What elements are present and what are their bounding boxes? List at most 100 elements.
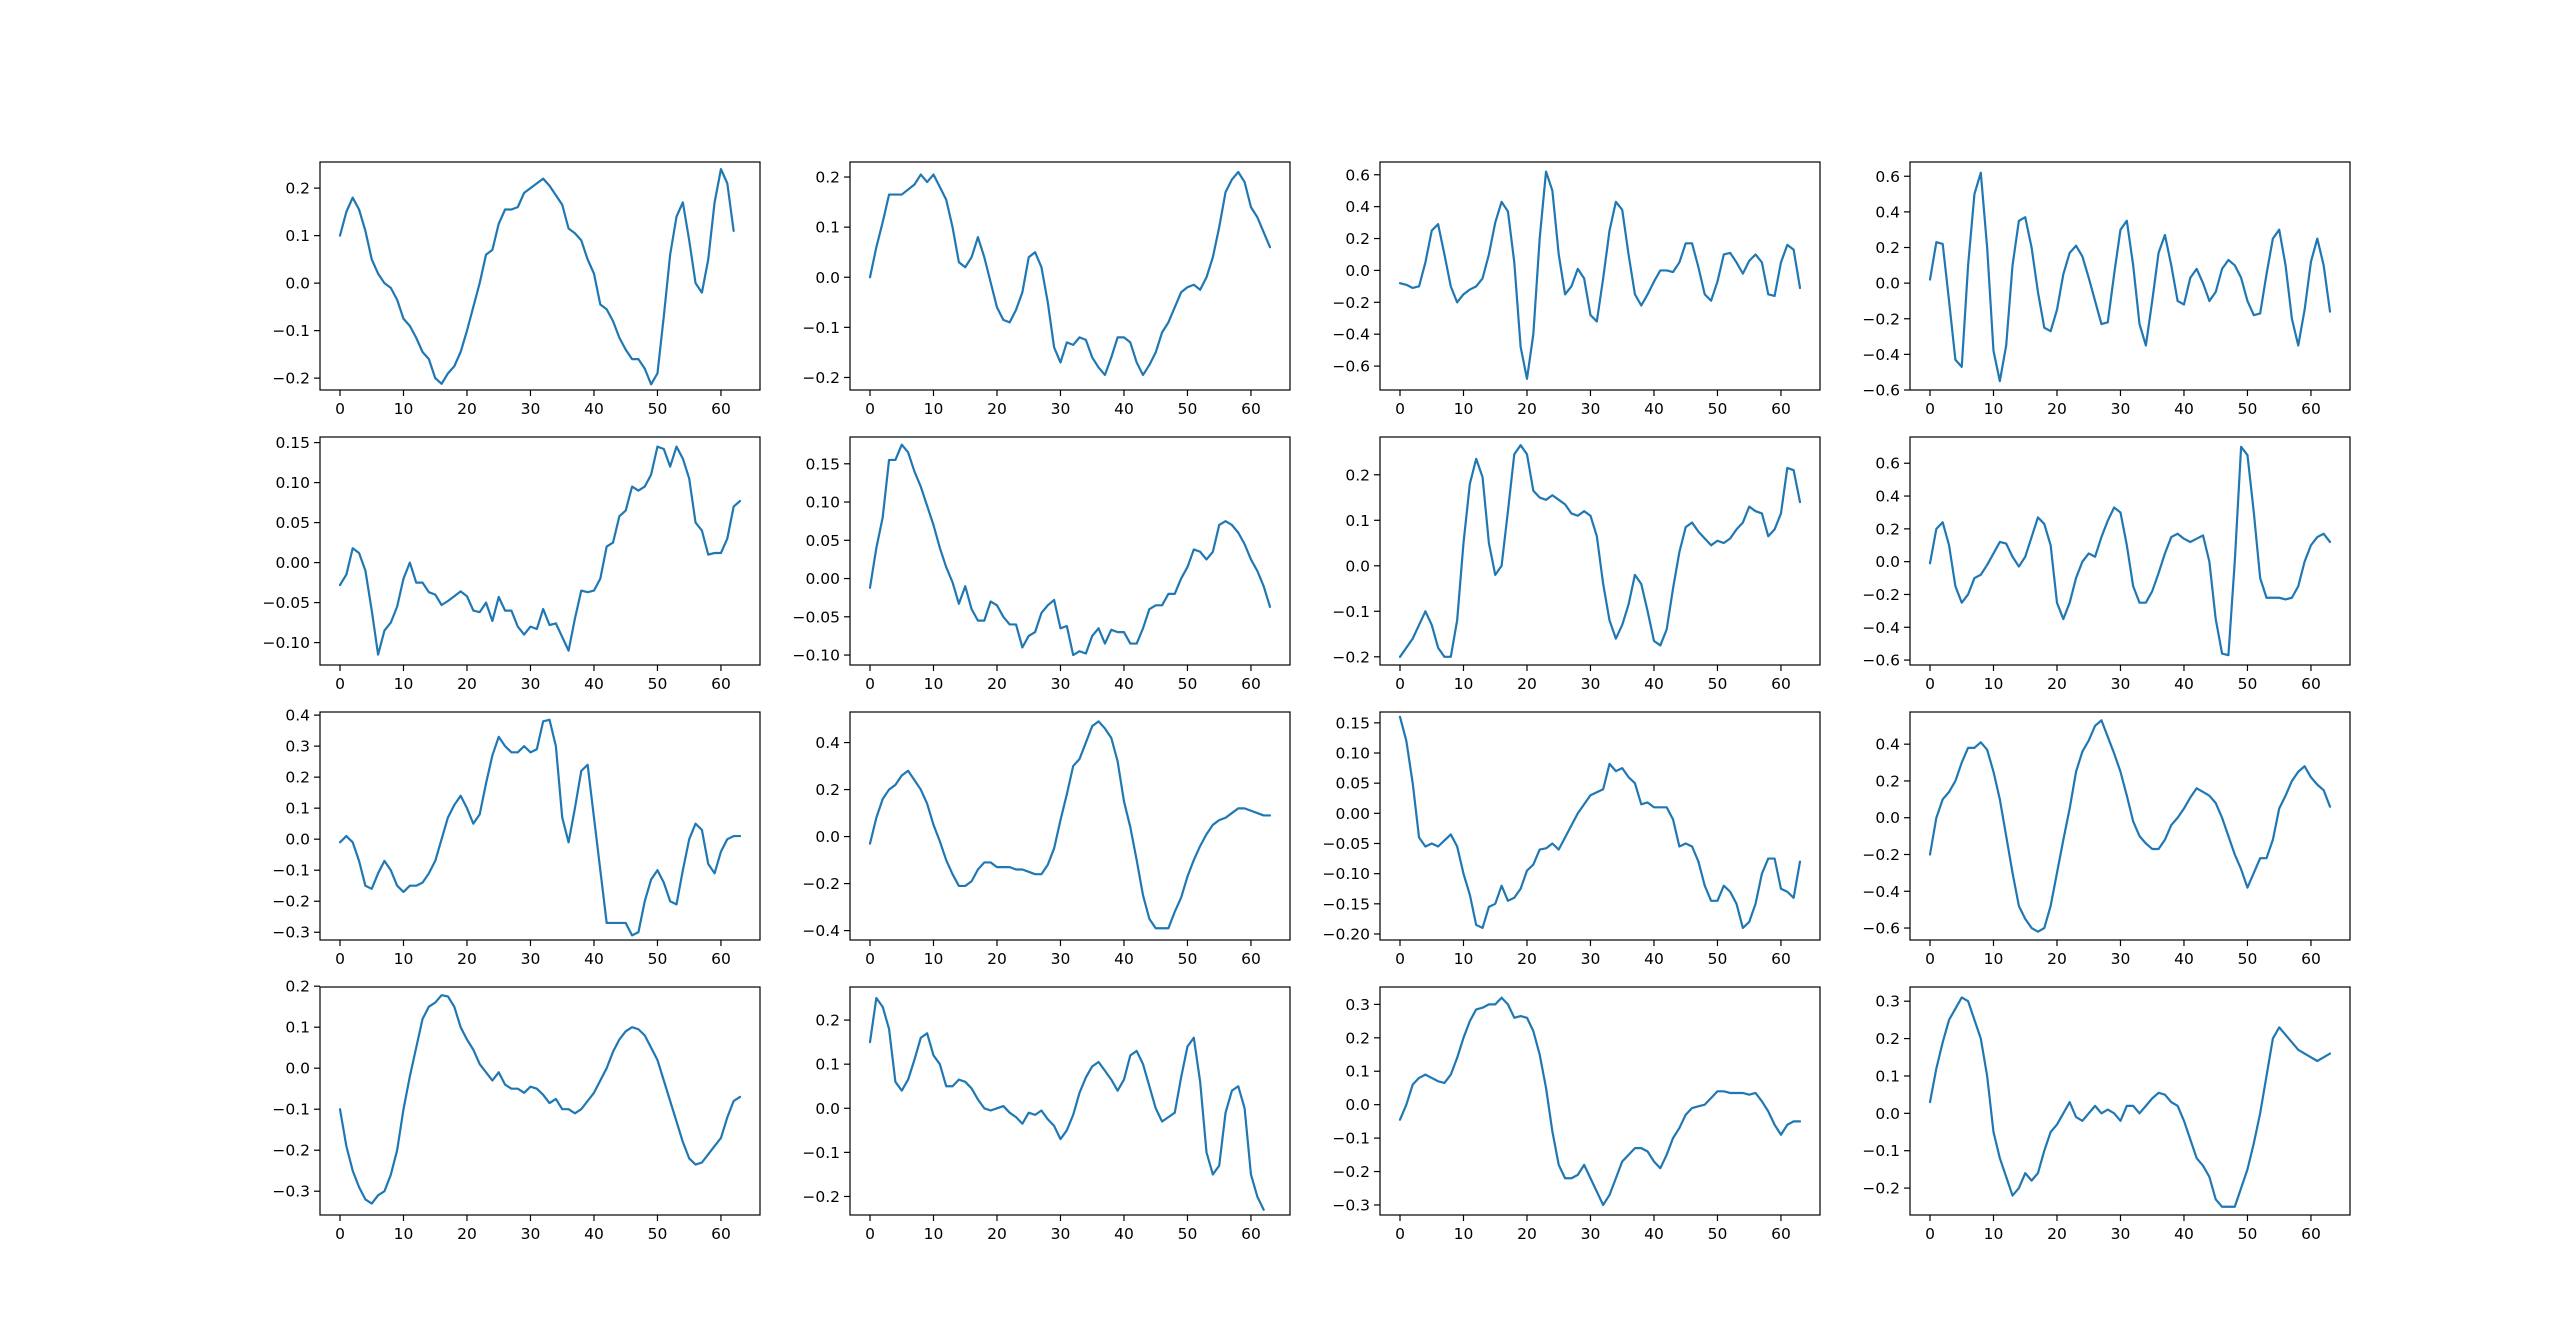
- y-tick-label: −0.1: [802, 319, 840, 337]
- x-tick-label: 40: [1644, 950, 1664, 968]
- x-tick-label: 40: [584, 400, 604, 418]
- y-tick-label: 0.2: [815, 169, 840, 187]
- x-tick-label: 0: [335, 950, 345, 968]
- axes-frame: [319, 161, 761, 391]
- x-tick-label: 60: [711, 675, 731, 693]
- series-line: [868, 443, 1272, 657]
- y-tick-label: 0.0: [815, 1100, 840, 1118]
- x-tick-label: 50: [2238, 675, 2258, 693]
- x-tick-label: 60: [1241, 950, 1261, 968]
- subplot-10: 0 10 20 30 40 50 60 −0.4 −0.2 0.0 0.2 0.4: [802, 711, 1291, 968]
- series-line: [868, 720, 1272, 930]
- x-tick-label: 20: [987, 400, 1007, 418]
- subplot-16: 0 10 20 30 40 50 60 −0.2 −0.1 0.0 0.1 0.2 0.3: [1862, 986, 2351, 1243]
- series-line: [1398, 996, 1802, 1207]
- x-tick-label: 40: [1114, 400, 1134, 418]
- x-tick-label: 20: [1517, 400, 1537, 418]
- x-tick-label: 10: [924, 400, 944, 418]
- x-tick-label: 10: [924, 950, 944, 968]
- x-tick-label: 40: [584, 950, 604, 968]
- x-tick-label: 0: [1395, 400, 1405, 418]
- y-tick-label: 0.00: [805, 570, 840, 588]
- x-tick-label: 0: [865, 675, 875, 693]
- subplot-3: 0 10 20 30 40 50 60 −0.6 −0.4 −0.2 0.0 0.2 0.4 0.6: [1332, 161, 1821, 418]
- x-tick-label: 50: [2238, 400, 2258, 418]
- y-tick-label: −0.4: [1862, 619, 1900, 637]
- x-tick-label: 10: [394, 1225, 414, 1243]
- x-tick-label: 0: [1925, 950, 1935, 968]
- y-tick-label: −0.1: [272, 322, 310, 340]
- x-tick-label: 0: [1925, 675, 1935, 693]
- series-line: [1398, 170, 1802, 380]
- y-tick-label: −0.05: [793, 608, 841, 626]
- y-tick-label: −0.3: [1332, 1196, 1370, 1214]
- x-tick-label: 10: [924, 675, 944, 693]
- x-tick-label: 20: [987, 950, 1007, 968]
- y-tick-label: −0.1: [1332, 603, 1370, 621]
- series-line: [338, 994, 742, 1205]
- x-tick-label: 20: [457, 950, 477, 968]
- axes-frame: [849, 436, 1291, 666]
- x-tick-label: 60: [2301, 950, 2321, 968]
- y-tick-label: −0.1: [272, 862, 310, 880]
- series-line: [1928, 719, 2332, 933]
- y-tick-label: 0.10: [805, 494, 840, 512]
- y-tick-label: −0.2: [1332, 648, 1370, 666]
- y-tick-label: 0.2: [1875, 772, 1900, 790]
- y-tick-label: 0.2: [1345, 1029, 1370, 1047]
- x-tick-label: 20: [987, 1225, 1007, 1243]
- x-tick-label: 40: [2174, 950, 2194, 968]
- y-tick-label: 0.2: [815, 781, 840, 799]
- x-tick-label: 30: [1051, 675, 1071, 693]
- y-tick-label: 0.0: [1345, 262, 1370, 280]
- x-tick-label: 0: [1395, 950, 1405, 968]
- x-tick-label: 30: [1051, 1225, 1071, 1243]
- y-tick-label: −0.2: [802, 875, 840, 893]
- x-tick-label: 10: [924, 1225, 944, 1243]
- x-tick-label: 0: [865, 1225, 875, 1243]
- x-tick-label: 40: [1644, 400, 1664, 418]
- x-tick-label: 50: [1708, 675, 1728, 693]
- axes-frame: [1909, 436, 2351, 666]
- x-tick-label: 60: [711, 400, 731, 418]
- axes-frame: [1379, 161, 1821, 391]
- subplot-15: 0 10 20 30 40 50 60 −0.3 −0.2 −0.1 0.0 0.1 0.2 0.3: [1332, 986, 1821, 1243]
- y-tick-label: 0.1: [285, 800, 310, 818]
- y-tick-label: 0.1: [285, 227, 310, 245]
- x-tick-label: 10: [1454, 675, 1474, 693]
- x-tick-label: 60: [1771, 1225, 1791, 1243]
- y-tick-label: −0.10: [1323, 865, 1371, 883]
- x-tick-label: 30: [2111, 1225, 2131, 1243]
- y-tick-label: 0.6: [1345, 166, 1370, 184]
- subplot-grid: 0 10 20 30 40 50 60 −0.2 −0.1 0.0 0.1 0.2 0 10 20 30 40 5…: [263, 161, 2351, 1243]
- x-tick-label: 50: [648, 400, 668, 418]
- y-tick-label: 0.2: [285, 978, 310, 996]
- axes-frame: [1909, 161, 2351, 391]
- y-tick-label: −0.6: [1862, 652, 1900, 670]
- y-tick-label: 0.0: [1345, 1096, 1370, 1114]
- x-tick-label: 50: [1178, 400, 1198, 418]
- x-tick-label: 40: [1644, 1225, 1664, 1243]
- x-tick-label: 20: [1517, 950, 1537, 968]
- axes-frame: [849, 711, 1291, 941]
- y-tick-label: 0.00: [275, 554, 310, 572]
- x-tick-label: 20: [457, 1225, 477, 1243]
- x-tick-label: 30: [1051, 950, 1071, 968]
- y-tick-label: −0.2: [1862, 586, 1900, 604]
- y-tick-label: −0.10: [263, 634, 311, 652]
- y-tick-label: 0.4: [285, 707, 310, 725]
- x-tick-label: 60: [1241, 1225, 1261, 1243]
- y-tick-label: −0.2: [1862, 310, 1900, 328]
- y-tick-label: −0.2: [802, 1188, 840, 1206]
- y-tick-label: 0.0: [1875, 809, 1900, 827]
- x-tick-label: 60: [1241, 675, 1261, 693]
- y-tick-label: 0.6: [1875, 168, 1900, 186]
- x-tick-label: 50: [2238, 950, 2258, 968]
- y-tick-label: 0.15: [1335, 714, 1370, 732]
- y-tick-label: −0.2: [272, 370, 310, 388]
- y-tick-label: −0.2: [1332, 1163, 1370, 1181]
- subplot-6: 0 10 20 30 40 50 60 −0.10 −0.05 0.00 0.05 0.10 0.15: [793, 436, 1291, 693]
- axes-frame: [319, 711, 761, 941]
- y-tick-label: −0.6: [1862, 382, 1900, 400]
